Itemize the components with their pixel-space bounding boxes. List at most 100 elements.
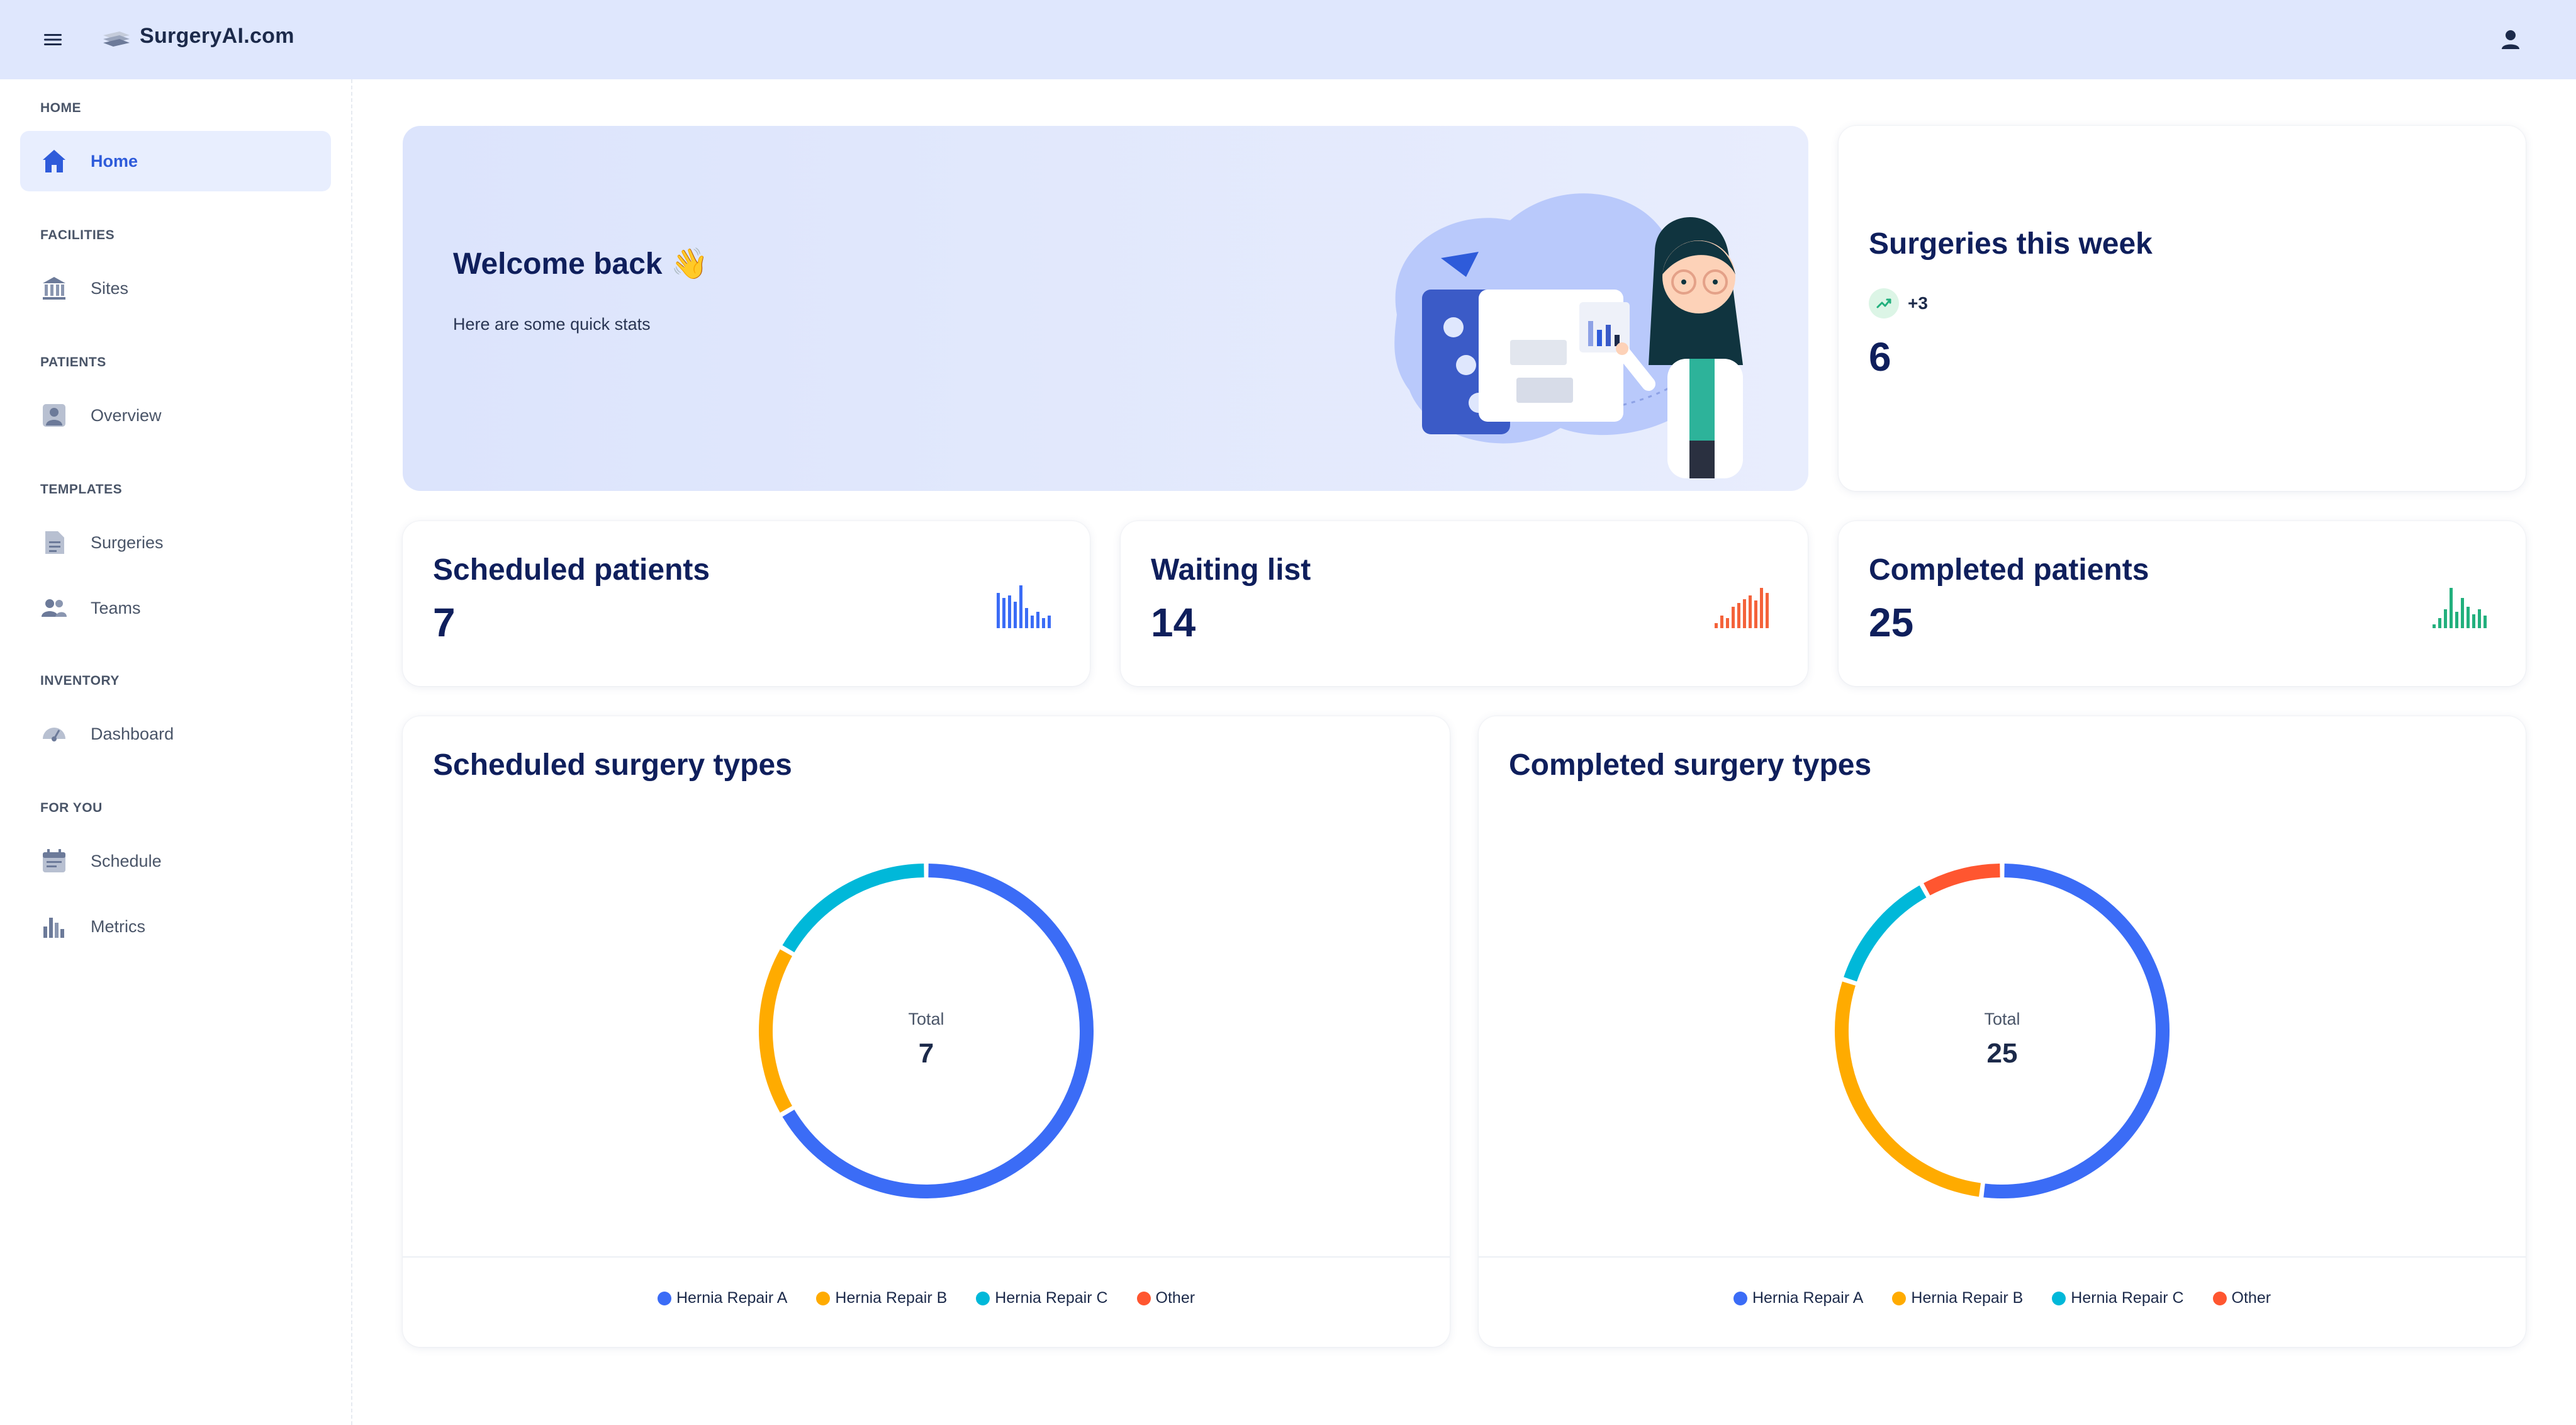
legend-label: Other [1155, 1289, 1196, 1307]
divider [1479, 1256, 2526, 1258]
stat-title: Scheduled patients [433, 553, 710, 587]
donut-slice-hernia-repair-a[interactable] [782, 864, 1094, 1198]
doctor-illustration [1394, 193, 1743, 478]
legend-dot [1733, 1291, 1747, 1305]
bar-chart-icon [43, 918, 64, 938]
legend-item[interactable]: Hernia Repair A [1733, 1289, 1863, 1307]
legend-item[interactable]: Hernia Repair B [1892, 1289, 2023, 1307]
scheduled-surgery-types-card: Scheduled surgery types Total 7 Hernia R… [403, 716, 1450, 1347]
logo-icon[interactable] [101, 26, 132, 53]
person-icon [43, 404, 65, 427]
stat-title: Completed patients [1869, 553, 2149, 587]
stat-value: 25 [1869, 600, 1914, 645]
donut-slice-hernia-repair-c[interactable] [1844, 885, 1927, 982]
trend-up-badge [1869, 288, 1899, 318]
stat-value: 14 [1151, 600, 1196, 645]
calendar-icon [43, 849, 65, 872]
donut-slice-other[interactable] [1924, 864, 2000, 896]
legend-label: Hernia Repair B [1911, 1289, 2024, 1307]
section-title-templates: TEMPLATES [40, 482, 123, 497]
legend-label: Hernia Repair A [1752, 1289, 1864, 1307]
sidebar-item-metrics[interactable]: Metrics [20, 896, 331, 957]
sidebar-item-label: Home [91, 151, 138, 171]
legend-item[interactable]: Hernia Repair C [976, 1289, 1108, 1307]
sidebar-item-dashboard[interactable]: Dashboard [20, 704, 331, 764]
section-title-facilities: FACILITIES [40, 228, 115, 242]
donut-center-total: 7 [919, 1038, 934, 1069]
week-trend: +3 [1908, 293, 1928, 313]
welcome-title: Welcome back 👋 [453, 247, 708, 281]
sidebar-item-overview[interactable]: Overview [20, 385, 331, 446]
divider [403, 1256, 1450, 1258]
sidebar-item-teams[interactable]: Teams [20, 578, 331, 638]
legend-item[interactable]: Hernia Repair B [816, 1289, 947, 1307]
group-icon [42, 599, 67, 617]
donut-slice-hernia-repair-a[interactable] [1983, 864, 2170, 1198]
section-title-patients: PATIENTS [40, 355, 106, 369]
legend-dot [1892, 1291, 1907, 1305]
legend-item[interactable]: Other [2212, 1289, 2271, 1307]
welcome-subtitle: Here are some quick stats [453, 315, 651, 334]
surgeries-week-card: Surgeries this week +3 6 [1839, 126, 2526, 491]
donut-chart: Total 7 [759, 864, 1094, 1198]
document-icon [45, 531, 64, 554]
home-icon [43, 150, 65, 172]
sidebar-item-label: Overview [91, 405, 162, 425]
legend-dot [2212, 1291, 2227, 1305]
legend-dot [2052, 1291, 2066, 1305]
sidebar-item-sites[interactable]: Sites [20, 258, 331, 318]
sidebar-item-label: Schedule [91, 851, 162, 870]
stat-value: 7 [433, 600, 456, 645]
donut-center-label: Total [908, 1010, 944, 1028]
menu-icon[interactable] [40, 29, 65, 50]
week-title: Surgeries this week [1869, 227, 2153, 261]
legend-item[interactable]: Other [1136, 1289, 1196, 1307]
top-bar: SurgeryAI.com [0, 0, 2576, 79]
legend-label: Hernia Repair C [995, 1289, 1108, 1307]
chart-legend: Hernia Repair A Hernia Repair B Hernia R… [1479, 1289, 2526, 1307]
brand-name[interactable]: SurgeryAI.com [140, 24, 294, 48]
legend-label: Hernia Repair B [835, 1289, 948, 1307]
sidebar-item-home[interactable]: Home [20, 131, 331, 191]
legend-label: Hernia Repair C [2071, 1289, 2184, 1307]
donut-center-label: Total [1984, 1010, 2020, 1028]
donut-slice-hernia-repair-b[interactable] [759, 949, 793, 1113]
legend-item[interactable]: Hernia Repair A [657, 1289, 788, 1307]
legend-dot [976, 1291, 990, 1305]
legend-dot [657, 1291, 671, 1305]
section-title-home: HOME [40, 101, 81, 115]
chart-legend: Hernia Repair A Hernia Repair B Hernia R… [403, 1289, 1450, 1307]
sidebar-item-schedule[interactable]: Schedule [20, 831, 331, 891]
welcome-card: Welcome back 👋 Here are some quick stats [403, 126, 1808, 491]
trend-up-icon [1876, 298, 1891, 308]
sidebar-item-label: Sites [91, 278, 129, 298]
sparkline-orange [1715, 588, 1769, 628]
legend-label: Other [2231, 1289, 2271, 1307]
gauge-icon [43, 728, 65, 741]
donut-center-total: 25 [1987, 1038, 2018, 1069]
completed-patients-card: Completed patients 25 [1839, 521, 2526, 686]
donut-chart: Total 25 [1835, 864, 2170, 1198]
donut-slice-hernia-repair-c[interactable] [782, 864, 924, 953]
donut-slice-hernia-repair-b[interactable] [1835, 981, 1981, 1197]
legend-dot [816, 1291, 831, 1305]
stat-title: Waiting list [1151, 553, 1311, 587]
waiting-list-card: Waiting list 14 [1121, 521, 1808, 686]
week-value: 6 [1869, 334, 1891, 380]
sidebar-item-surgeries[interactable]: Surgeries [20, 512, 331, 573]
section-title-inventory: INVENTORY [40, 673, 120, 688]
sidebar-item-label: Teams [91, 598, 141, 617]
sidebar-item-label: Dashboard [91, 724, 174, 743]
sidebar-item-label: Surgeries [91, 532, 164, 552]
chart-title: Scheduled surgery types [433, 748, 792, 782]
sparkline-blue [997, 585, 1051, 628]
sidebar: HOME Home FACILITIES Sites PATIENTS Over… [0, 79, 352, 1425]
section-title-for-you: FOR YOU [40, 801, 103, 815]
legend-label: Hernia Repair A [676, 1289, 788, 1307]
legend-item[interactable]: Hernia Repair C [2052, 1289, 2184, 1307]
sidebar-item-label: Metrics [91, 916, 145, 936]
scheduled-patients-card: Scheduled patients 7 [403, 521, 1090, 686]
legend-dot [1136, 1291, 1151, 1305]
completed-surgery-types-card: Completed surgery types Total 25 Hernia … [1479, 716, 2526, 1347]
account-icon[interactable] [2498, 26, 2523, 53]
